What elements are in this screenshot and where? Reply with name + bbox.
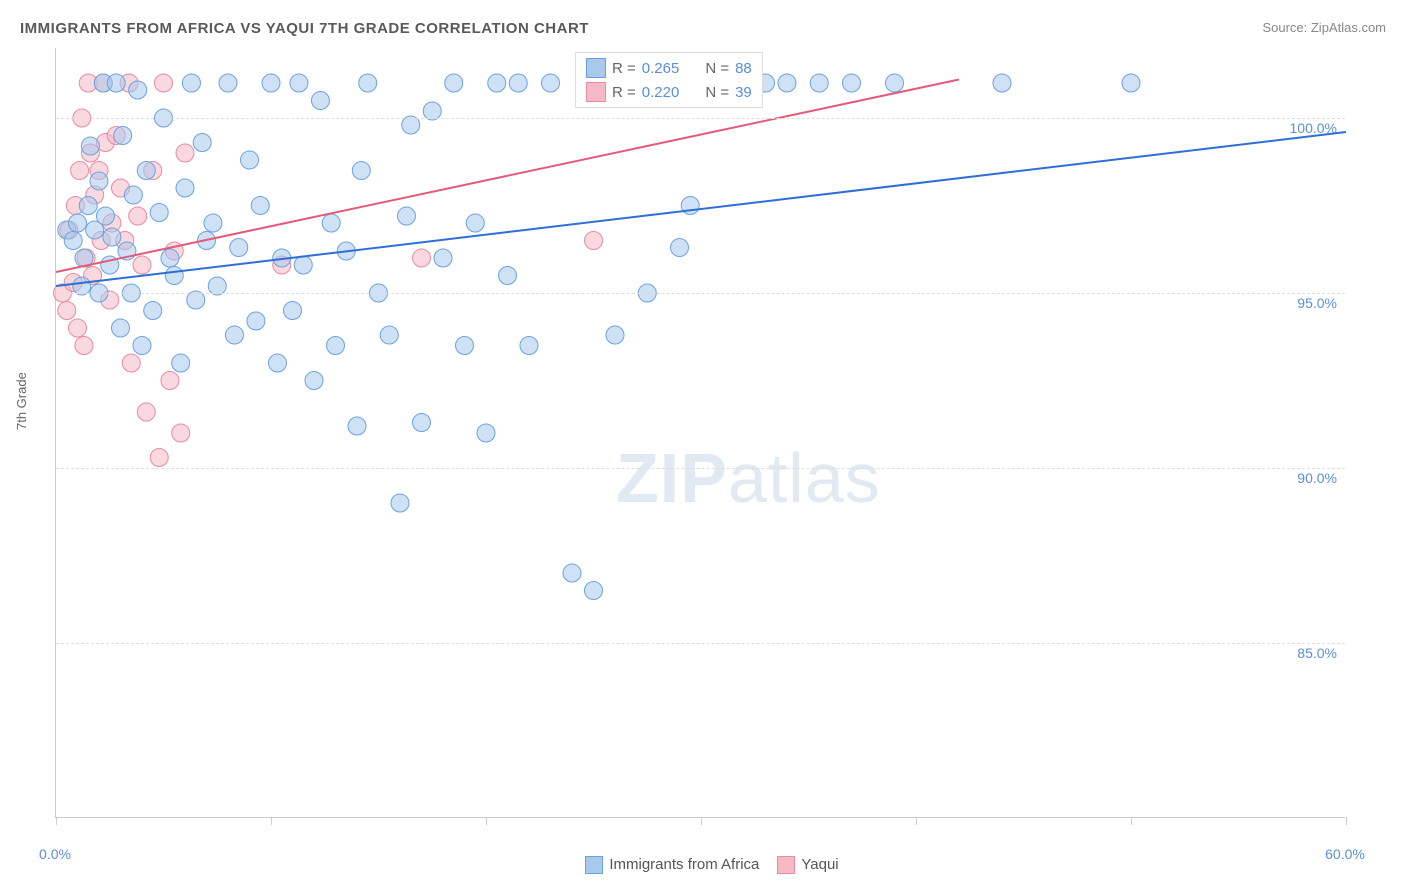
grid-line: [56, 643, 1345, 644]
legend-swatch: [586, 58, 606, 78]
y-tick-label: 85.0%: [1297, 645, 1337, 661]
x-tick: [916, 817, 917, 825]
grid-line: [56, 118, 1345, 119]
legend-row: R = 0.220N = 39: [586, 80, 752, 104]
legend-label: Yaqui: [801, 856, 838, 873]
legend-label: Immigrants from Africa: [609, 856, 759, 873]
chart-container: IMMIGRANTS FROM AFRICA VS YAQUI 7TH GRAD…: [0, 0, 1406, 892]
legend-swatch: [586, 82, 606, 102]
grid-line: [56, 293, 1345, 294]
source-label: Source: ZipAtlas.com: [1262, 20, 1386, 35]
y-tick-label: 95.0%: [1297, 295, 1337, 311]
plot-area: ZIPatlas 85.0%90.0%95.0%100.0%: [55, 48, 1345, 818]
x-tick: [56, 817, 57, 825]
chart-title: IMMIGRANTS FROM AFRICA VS YAQUI 7TH GRAD…: [20, 20, 589, 37]
y-tick-label: 90.0%: [1297, 470, 1337, 486]
x-tick: [701, 817, 702, 825]
chart-svg: [56, 48, 1345, 817]
y-axis-label: 7th Grade: [14, 372, 29, 430]
legend-swatch: [777, 856, 795, 874]
x-tick-label: 60.0%: [1325, 846, 1365, 862]
x-tick: [486, 817, 487, 825]
y-tick-label: 100.0%: [1290, 120, 1337, 136]
x-tick: [1131, 817, 1132, 825]
series-legend: Immigrants from Africa Yaqui: [0, 856, 1406, 874]
correlation-legend: R = 0.265N = 88R = 0.220N = 39: [575, 52, 763, 108]
grid-line: [56, 468, 1345, 469]
legend-row: R = 0.265N = 88: [586, 56, 752, 80]
x-tick: [1346, 817, 1347, 825]
x-tick: [271, 817, 272, 825]
legend-swatch: [585, 856, 603, 874]
x-tick-label: 0.0%: [39, 846, 71, 862]
